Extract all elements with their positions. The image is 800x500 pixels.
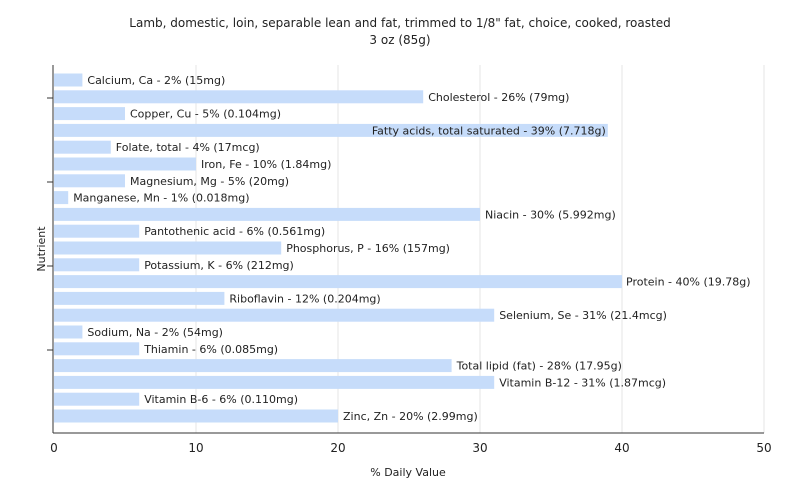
bar-label: Riboflavin - 12% (0.204mg) [229, 292, 380, 305]
bar-label: Selenium, Se - 31% (21.4mcg) [499, 309, 667, 322]
bar-label: Niacin - 30% (5.992mg) [485, 208, 616, 221]
bar [54, 207, 480, 221]
chart-title: Lamb, domestic, loin, separable lean and… [129, 16, 671, 30]
bar [54, 291, 225, 305]
bar-label: Protein - 40% (19.78g) [626, 276, 751, 289]
x-tick-label: 30 [472, 441, 487, 455]
bar-label: Magnesium, Mg - 5% (20mg) [130, 175, 289, 188]
bar [54, 90, 424, 104]
bar [54, 375, 495, 389]
x-tick-label: 0 [50, 441, 58, 455]
bar [54, 224, 140, 238]
bar [54, 241, 282, 255]
bar [54, 258, 140, 272]
x-tick-label: 50 [756, 441, 771, 455]
bar [54, 359, 452, 373]
bar [54, 191, 69, 205]
bar-label: Zinc, Zn - 20% (2.99mg) [343, 410, 478, 423]
bar-label: Vitamin B-12 - 31% (1.87mcg) [499, 376, 666, 389]
bar-label: Manganese, Mn - 1% (0.018mg) [73, 192, 249, 205]
bar [54, 409, 338, 423]
bar [54, 392, 140, 406]
bar-label: Calcium, Ca - 2% (15mg) [87, 74, 225, 87]
bar [54, 342, 140, 356]
bar-label: Thiamin - 6% (0.085mg) [143, 343, 278, 356]
bar-label: Copper, Cu - 5% (0.104mg) [130, 108, 281, 121]
bar-label: Fatty acids, total saturated - 39% (7.71… [372, 124, 606, 137]
bars: Calcium, Ca - 2% (15mg) Cholesterol - 26%… [54, 73, 751, 423]
bar [54, 140, 111, 154]
axes [47, 65, 764, 434]
bar-label: Potassium, K - 6% (212mg) [144, 259, 294, 272]
x-ticks: 0 10 20 30 40 50 [50, 441, 771, 455]
bar [54, 174, 125, 188]
bar-label: Phosphorus, P - 16% (157mg) [286, 242, 450, 255]
bar [54, 275, 622, 289]
bar [54, 107, 125, 121]
bar-label: Cholesterol - 26% (79mg) [428, 91, 569, 104]
bar [54, 325, 83, 339]
bar-label: Pantothenic acid - 6% (0.561mg) [144, 225, 325, 238]
bar [54, 308, 495, 322]
bar [54, 157, 196, 171]
x-tick-label: 20 [330, 441, 345, 455]
chart-subtitle: 3 oz (85g) [369, 33, 431, 47]
bar-label: Iron, Fe - 10% (1.84mg) [201, 158, 331, 171]
x-tick-label: 10 [188, 441, 203, 455]
x-tick-label: 40 [614, 441, 629, 455]
x-axis-title: % Daily Value [370, 466, 446, 479]
bar-label: Sodium, Na - 2% (54mg) [87, 326, 223, 339]
y-axis-title: Nutrient [35, 226, 48, 272]
bar-label: Folate, total - 4% (17mcg) [116, 141, 260, 154]
bar-label: Total lipid (fat) - 28% (17.95g) [456, 360, 622, 373]
bar [54, 73, 83, 87]
bar-label: Vitamin B-6 - 6% (0.110mg) [144, 393, 298, 406]
bar [54, 123, 608, 137]
